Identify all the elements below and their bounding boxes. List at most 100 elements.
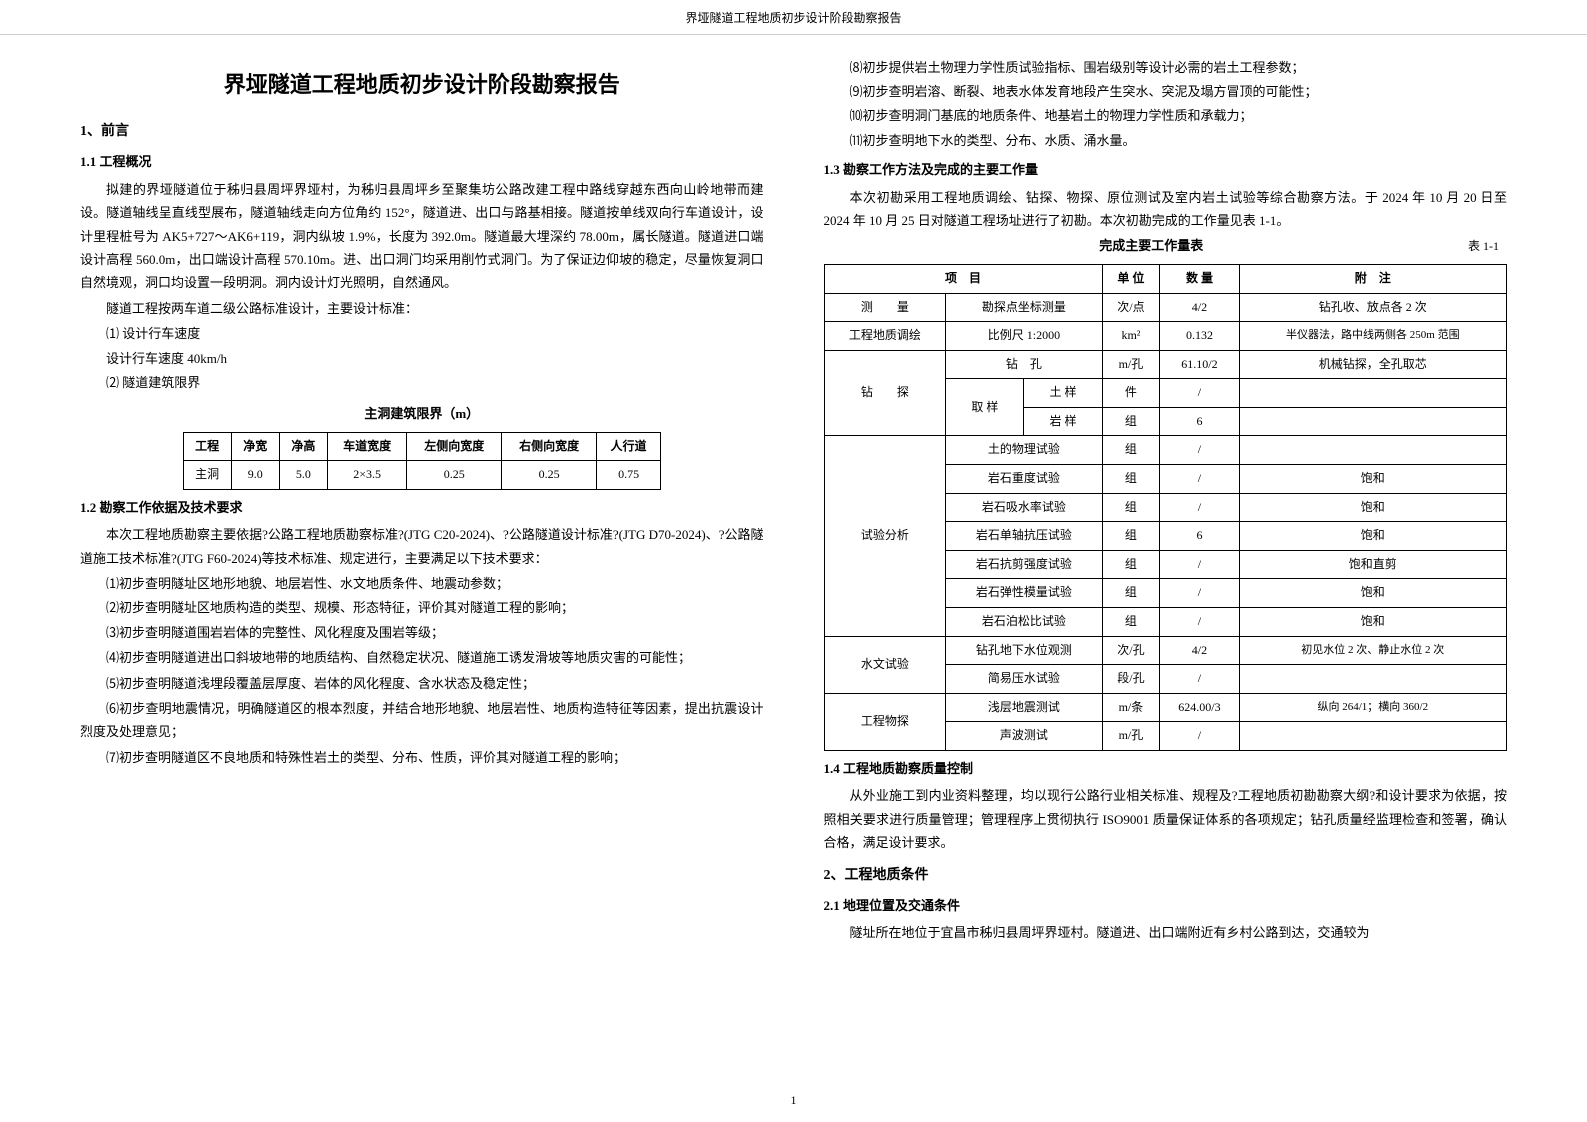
req-9: ⑼初步查明岩溶、断裂、地表水体发育地段产生突水、突泥及塌方冒顶的可能性； (824, 80, 1508, 103)
td: 土 样 (1024, 379, 1102, 408)
td: / (1160, 665, 1239, 694)
td: 岩石单轴抗压试验 (946, 522, 1102, 551)
right-column: ⑻初步提供岩土物理力学性质试验指标、围岩级别等设计必需的岩土工程参数； ⑼初步查… (824, 55, 1508, 947)
th-item: 项 目 (824, 264, 1102, 293)
td: 岩石抗剪强度试验 (946, 550, 1102, 579)
td: 岩石重度试验 (946, 465, 1102, 494)
td: / (1160, 579, 1239, 608)
td: 0.75 (597, 461, 661, 490)
th: 净宽 (231, 432, 279, 461)
td: 61.10/2 (1160, 350, 1239, 379)
req-7: ⑺初步查明隧道区不良地质和特殊性岩土的类型、分布、性质，评价其对隧道工程的影响； (80, 746, 764, 769)
table1-title: 主洞建筑限界（m） (80, 402, 764, 425)
td: 声波测试 (946, 722, 1102, 751)
th: 车道宽度 (327, 432, 406, 461)
td: 初见水位 2 次、静止水位 2 次 (1239, 636, 1506, 665)
td: / (1160, 379, 1239, 408)
section-1-1: 1.1 工程概况 (80, 150, 764, 173)
td: 浅层地震测试 (946, 693, 1102, 722)
table-row: 项 目 单 位 数 量 附 注 (824, 264, 1507, 293)
td: 纵向 264/1；横向 360/2 (1239, 693, 1506, 722)
table2: 项 目 单 位 数 量 附 注 测 量 勘探点坐标测量 次/点 4/2 钻孔收、… (824, 264, 1508, 751)
td (1239, 665, 1506, 694)
td: 4/2 (1160, 293, 1239, 322)
req-4: ⑷初步查明隧道进出口斜坡地带的地质结构、自然稳定状况、隧道施工诱发滑坡等地质灾害… (80, 646, 764, 669)
th-unit: 单 位 (1102, 264, 1160, 293)
th: 工程 (183, 432, 231, 461)
td (1239, 722, 1506, 751)
td: 主洞 (183, 461, 231, 490)
td: 624.00/3 (1160, 693, 1239, 722)
td: 次/点 (1102, 293, 1160, 322)
td: 钻 孔 (946, 350, 1102, 379)
td: 4/2 (1160, 636, 1239, 665)
req-2: ⑵初步查明隧址区地质构造的类型、规模、形态特征，评价其对隧道工程的影响； (80, 596, 764, 619)
td: / (1160, 550, 1239, 579)
section-1-4: 1.4 工程地质勘察质量控制 (824, 757, 1508, 780)
th: 人行道 (597, 432, 661, 461)
td-cat: 水文试验 (824, 636, 946, 693)
section-1-2: 1.2 勘察工作依据及技术要求 (80, 496, 764, 519)
table2-title: 完成主要工作量表 (835, 234, 1469, 257)
td: 取 样 (946, 379, 1024, 436)
td: 土的物理试验 (946, 436, 1102, 465)
td: 0.25 (502, 461, 597, 490)
td: 段/孔 (1102, 665, 1160, 694)
td: 钻孔地下水位观测 (946, 636, 1102, 665)
td: 饱和 (1239, 465, 1506, 494)
page-header: 界垭隧道工程地质初步设计阶段勘察报告 (0, 0, 1587, 35)
td: 测 量 (824, 293, 946, 322)
th: 左侧向宽度 (407, 432, 502, 461)
section-1: 1、前言 (80, 119, 764, 144)
td: 组 (1102, 436, 1160, 465)
td: / (1160, 722, 1239, 751)
req-1: ⑴初步查明隧址区地形地貌、地层岩性、水文地质条件、地震动参数； (80, 572, 764, 595)
td: 岩石泊松比试验 (946, 608, 1102, 637)
th-qty: 数 量 (1160, 264, 1239, 293)
td-cat: 试验分析 (824, 436, 946, 636)
doc-title: 界垭隧道工程地质初步设计阶段勘察报告 (80, 65, 764, 105)
section-1-3: 1.3 勘察工作方法及完成的主要工作量 (824, 158, 1508, 181)
td: 组 (1102, 465, 1160, 494)
td: 钻孔收、放点各 2 次 (1239, 293, 1506, 322)
table2-caption: 完成主要工作量表 表 1-1 (824, 234, 1508, 258)
td: 岩石弹性模量试验 (946, 579, 1102, 608)
td-cat: 钻 探 (824, 350, 946, 436)
td: / (1160, 493, 1239, 522)
td: 半仪器法，路中线两侧各 250m 范围 (1239, 322, 1506, 351)
content-columns: 界垭隧道工程地质初步设计阶段勘察报告 1、前言 1.1 工程概况 拟建的界垭隧道… (0, 35, 1587, 987)
table-row: 主洞 9.0 5.0 2×3.5 0.25 0.25 0.75 (183, 461, 660, 490)
page-number: 1 (0, 1090, 1587, 1112)
section-2: 2、工程地质条件 (824, 863, 1508, 888)
para-qc: 从外业施工到内业资料整理，均以现行公路行业相关标准、规程及?工程地质初勘勘察大纲… (824, 784, 1508, 854)
para-standard: 隧道工程按两车道二级公路标准设计，主要设计标准： (80, 297, 764, 320)
td (1239, 407, 1506, 436)
td: 饱和直剪 (1239, 550, 1506, 579)
td: m/条 (1102, 693, 1160, 722)
td: 饱和 (1239, 522, 1506, 551)
req-10: ⑽初步查明洞门基底的地质条件、地基岩土的物理力学性质和承载力； (824, 104, 1508, 127)
td: 工程地质调绘 (824, 322, 946, 351)
table-row: 钻 探 钻 孔 m/孔 61.10/2 机械钻探，全孔取芯 (824, 350, 1507, 379)
td (1239, 379, 1506, 408)
table2-num: 表 1-1 (1468, 236, 1499, 258)
td: 比例尺 1:2000 (946, 322, 1102, 351)
td: 饱和 (1239, 579, 1506, 608)
table-row: 工程物探 浅层地震测试 m/条 624.00/3 纵向 264/1；横向 360… (824, 693, 1507, 722)
td: 组 (1102, 579, 1160, 608)
td: 5.0 (279, 461, 327, 490)
para-overview: 拟建的界垭隧道位于秭归县周坪界垭村，为秭归县周坪乡至聚集坊公路改建工程中路线穿越… (80, 178, 764, 295)
item-speed: ⑴ 设计行车速度 (80, 322, 764, 345)
para-location: 隧址所在地位于宜昌市秭归县周坪界垭村。隧道进、出口端附近有乡村公路到达，交通较为 (824, 921, 1508, 944)
table-row: 工程地质调绘 比例尺 1:2000 km² 0.132 半仪器法，路中线两侧各 … (824, 322, 1507, 351)
td: 饱和 (1239, 608, 1506, 637)
td: / (1160, 436, 1239, 465)
td: 组 (1102, 522, 1160, 551)
td (1239, 436, 1506, 465)
table-row: 水文试验 钻孔地下水位观测 次/孔 4/2 初见水位 2 次、静止水位 2 次 (824, 636, 1507, 665)
td: 2×3.5 (327, 461, 406, 490)
td: / (1160, 608, 1239, 637)
td: 6 (1160, 407, 1239, 436)
table-row: 试验分析 土的物理试验 组 / (824, 436, 1507, 465)
td: 0.25 (407, 461, 502, 490)
